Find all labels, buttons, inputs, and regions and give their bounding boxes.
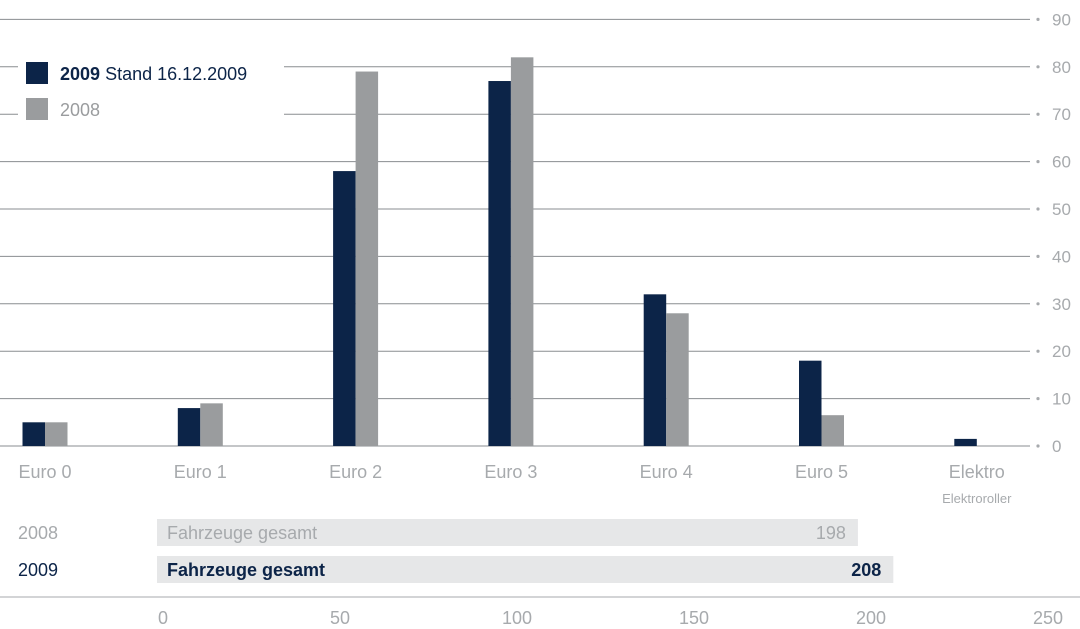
y-tick-label: 90 (1052, 10, 1071, 29)
bar-2009-euro-4 (643, 294, 667, 446)
x-tick-label: Euro 1 (174, 462, 227, 482)
summary-year-2008: 2008 (18, 523, 58, 543)
y-tick-label: 0 (1052, 437, 1061, 456)
legend-entry-2009: 2009 Stand 16.12.2009 (60, 64, 247, 84)
summary-bar-label: Fahrzeuge gesamt (167, 560, 325, 580)
y-tick-dot (1036, 65, 1040, 69)
bar-2009-elektro (954, 438, 977, 446)
y-tick-dot (1036, 302, 1040, 306)
summary-x-tick-label: 200 (856, 608, 886, 628)
bar-2009-euro-5 (799, 360, 822, 446)
y-tick-label: 40 (1052, 247, 1071, 266)
y-tick-dot (1036, 254, 1040, 258)
legend-swatch-2009 (26, 62, 48, 84)
y-tick-label: 20 (1052, 342, 1071, 361)
summary-year-2009: 2009 (18, 560, 58, 580)
x-axis: Euro 0 Euro 1 Euro 2 Euro 3 Euro 4 Euro 5 Elek… (18, 462, 1012, 506)
y-tick-dot (1036, 17, 1040, 21)
y-tick-label: 70 (1052, 105, 1071, 124)
y-tick-dot (1036, 112, 1040, 116)
x-tick-label: Euro 2 (329, 462, 382, 482)
y-tick-dot (1036, 160, 1040, 164)
y-tick-dot (1036, 397, 1040, 401)
y-tick-label: 60 (1052, 153, 1071, 172)
x-tick-label: Elektro (949, 462, 1005, 482)
summary-bar-value: 208 (851, 560, 881, 580)
legend-label-2008: 2008 (60, 100, 100, 120)
summary-x-tick-label: 250 (1033, 608, 1063, 628)
y-tick-label: 80 (1052, 58, 1071, 77)
legend-label-2009-suffix: Stand 16.12.2009 (105, 64, 247, 84)
y-tick-dot (1036, 207, 1040, 211)
summary-x-tick-label: 50 (330, 608, 350, 628)
x-tick-sublabel: Elektroroller (942, 491, 1012, 506)
bar-2009-euro-1 (177, 408, 201, 446)
bar-2008-euro-1 (200, 403, 223, 446)
legend-background (18, 55, 284, 127)
legend-label-2009: 2009 (60, 64, 100, 84)
bar-series (22, 57, 977, 447)
bar-2008-euro-2 (355, 71, 379, 446)
x-tick-label: Euro 0 (18, 462, 71, 482)
summary-bar-2008 (157, 519, 858, 546)
summary-bars: 2008 Fahrzeuge gesamt 198 2009 Fahrzeuge ges… (18, 519, 894, 583)
legend-swatch-2008 (26, 98, 48, 120)
summary-bar-label: Fahrzeuge gesamt (167, 523, 317, 543)
y-tick-label: 50 (1052, 200, 1071, 219)
legend: 2009 Stand 16.12.2009 2008 (18, 55, 284, 127)
y-tick-label: 30 (1052, 295, 1071, 314)
bar-2009-euro-3 (488, 81, 511, 447)
summary-bar-value: 198 (816, 523, 846, 543)
bar-2009-euro-2 (333, 171, 356, 446)
summary-x-tick-label: 100 (502, 608, 532, 628)
x-tick-label: Euro 5 (795, 462, 848, 482)
y-axis: 0 10 20 30 40 50 60 70 80 90 (1036, 10, 1071, 456)
y-tick-dot (1036, 444, 1040, 448)
bar-2008-euro-5 (821, 415, 844, 446)
y-tick-label: 10 (1052, 390, 1071, 409)
summary-x-tick-label: 0 (158, 608, 168, 628)
bar-2008-euro-0 (45, 422, 68, 446)
summary-x-axis: 0 50 100 150 200 250 (158, 608, 1063, 628)
summary-bar-2009 (157, 556, 894, 583)
summary-x-tick-label: 150 (679, 608, 709, 628)
bar-2009-euro-0 (22, 422, 45, 446)
x-tick-label: Euro 4 (640, 462, 693, 482)
bar-2008-euro-3 (510, 57, 534, 446)
y-tick-dot (1036, 349, 1040, 353)
bar-2008-euro-4 (666, 313, 689, 446)
x-tick-label: Euro 3 (484, 462, 537, 482)
